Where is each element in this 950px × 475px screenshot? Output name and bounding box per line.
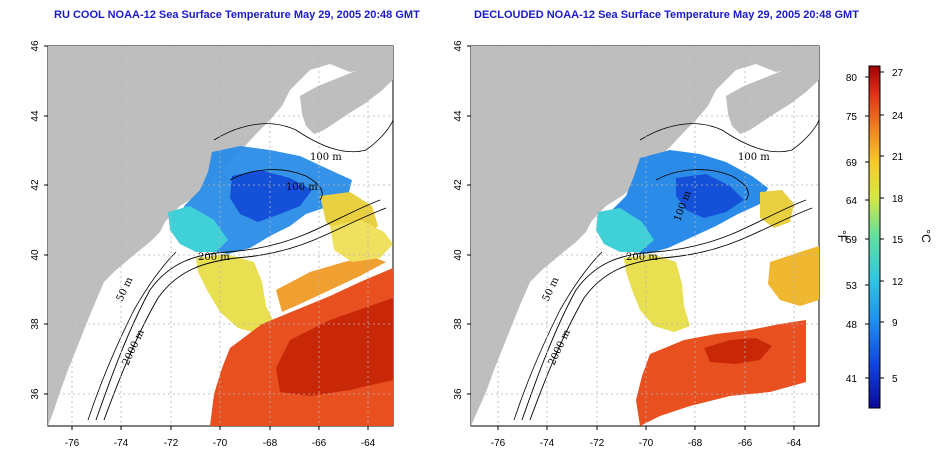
right-tick-marks bbox=[467, 45, 795, 430]
right-lon-tick-labels: -76 -74 -72 -70 -68 -66 -64 bbox=[491, 438, 802, 449]
left-lat-tick: 40 bbox=[30, 249, 41, 261]
left-contour-2000m bbox=[103, 207, 387, 421]
colorbar-tick-marks bbox=[865, 71, 884, 379]
colorbar-celsius-labels: 27 24 21 18 15 12 9 5 bbox=[892, 68, 904, 385]
right-contour-200m bbox=[521, 199, 807, 421]
left-lat-tick: 38 bbox=[30, 318, 41, 330]
left-lon-tick-labels: -76 -74 -72 -70 -68 -66 -64 bbox=[65, 438, 376, 449]
left-graticule bbox=[48, 46, 393, 426]
right-sst-gulf-core bbox=[704, 338, 772, 364]
celsius-unit-label: °C bbox=[919, 229, 933, 243]
left-land-mainland bbox=[48, 46, 393, 426]
colorbar-ramp bbox=[868, 65, 881, 409]
right-lat-tick: 44 bbox=[453, 110, 464, 122]
colorbar: 80 75 69 64 59 53 48 41 27 24 21 18 15 1… bbox=[835, 65, 933, 409]
left-land-nova-scotia bbox=[300, 58, 393, 134]
left-sst-mild-edge bbox=[168, 206, 228, 252]
right-map-title: DECLOUDED NOAA-12 Sea Surface Temperatur… bbox=[474, 9, 859, 21]
left-sst-east-yellow bbox=[330, 220, 393, 262]
left-lon-tick: -72 bbox=[164, 438, 179, 449]
right-lon-tick: -76 bbox=[491, 438, 506, 449]
left-contour-100m-a bbox=[213, 119, 393, 153]
right-lon-tick: -74 bbox=[540, 438, 555, 449]
right-contour-50m bbox=[513, 251, 603, 421]
right-label-200m: 200 m bbox=[626, 252, 658, 263]
right-label-100m-a: 100 m bbox=[738, 152, 770, 163]
left-contour-50m bbox=[87, 251, 177, 421]
fahrenheit-tick: 75 bbox=[846, 112, 858, 123]
celsius-tick: 21 bbox=[892, 152, 904, 163]
left-map-title: RU COOL NOAA-12 Sea Surface Temperature … bbox=[54, 9, 420, 21]
colorbar-fahrenheit-labels: 80 75 69 64 59 53 48 41 bbox=[846, 73, 858, 385]
right-land-nova-scotia bbox=[726, 58, 819, 134]
right-contour-100m-a bbox=[639, 119, 819, 153]
fahrenheit-unit-label: °F bbox=[835, 230, 849, 242]
right-map: 100 m 100 m 200 m 50 m 2000 m -76 -74 -7… bbox=[453, 40, 820, 449]
right-contour-100m-b bbox=[655, 169, 749, 201]
left-lat-tick-labels: 36 38 40 42 44 46 bbox=[30, 40, 41, 400]
celsius-tick: 5 bbox=[892, 374, 898, 385]
left-sst-cold-core bbox=[230, 170, 312, 222]
celsius-tick: 15 bbox=[892, 235, 904, 246]
right-sst-slope-yellow bbox=[624, 254, 690, 332]
left-map: 100 m 100 m 200 m 50 m 2000 m -76 -74 -7… bbox=[30, 40, 394, 449]
left-sst-slope-yellow bbox=[196, 254, 276, 334]
celsius-tick: 24 bbox=[892, 111, 904, 122]
right-lon-tick: -70 bbox=[639, 438, 654, 449]
right-contour-2000m bbox=[529, 207, 813, 421]
left-lat-tick: 42 bbox=[30, 179, 41, 191]
fahrenheit-tick: 69 bbox=[846, 158, 858, 169]
right-land-mainland bbox=[471, 46, 819, 426]
left-tick-marks bbox=[44, 45, 369, 430]
left-lat-tick: 44 bbox=[30, 110, 41, 122]
left-lon-tick: -76 bbox=[65, 438, 80, 449]
right-lat-tick: 38 bbox=[453, 318, 464, 330]
left-contour-200m bbox=[95, 199, 381, 421]
left-lat-tick: 46 bbox=[30, 40, 41, 52]
celsius-tick: 18 bbox=[892, 194, 904, 205]
left-sst-warm-band bbox=[276, 256, 386, 312]
left-lon-tick: -74 bbox=[114, 438, 129, 449]
right-lon-tick: -72 bbox=[590, 438, 605, 449]
fahrenheit-tick: 53 bbox=[846, 281, 858, 292]
left-lon-tick: -64 bbox=[361, 438, 376, 449]
right-graticule bbox=[471, 46, 819, 426]
right-lon-tick: -64 bbox=[787, 438, 802, 449]
right-lat-tick: 36 bbox=[453, 388, 464, 400]
fahrenheit-tick: 64 bbox=[846, 196, 858, 207]
right-lon-tick: -68 bbox=[688, 438, 703, 449]
fahrenheit-tick: 48 bbox=[846, 320, 858, 331]
right-sst-warm-ring bbox=[760, 190, 794, 228]
left-label-200m: 200 m bbox=[198, 252, 230, 263]
right-lat-tick: 42 bbox=[453, 179, 464, 191]
left-lon-tick: -70 bbox=[213, 438, 228, 449]
left-label-100m-a: 100 m bbox=[310, 152, 342, 163]
fahrenheit-tick: 59 bbox=[846, 235, 858, 246]
celsius-tick: 9 bbox=[892, 318, 898, 329]
right-lat-tick: 40 bbox=[453, 249, 464, 261]
left-lon-tick: -68 bbox=[263, 438, 278, 449]
left-contour-100m-b bbox=[229, 169, 323, 201]
left-lat-tick: 36 bbox=[30, 388, 41, 400]
fahrenheit-tick: 80 bbox=[846, 73, 858, 84]
celsius-tick: 27 bbox=[892, 68, 904, 79]
celsius-tick: 12 bbox=[892, 277, 904, 288]
right-lon-tick: -66 bbox=[738, 438, 753, 449]
left-sst-gulf-core bbox=[276, 298, 393, 396]
left-label-100m-b: 100 m bbox=[286, 182, 318, 193]
right-sst-mild-edge bbox=[596, 208, 654, 252]
right-sst-east-patches bbox=[768, 246, 819, 306]
left-lon-tick: -66 bbox=[312, 438, 327, 449]
fahrenheit-tick: 41 bbox=[846, 374, 858, 385]
right-lat-tick-labels: 36 38 40 42 44 46 bbox=[453, 40, 464, 400]
right-lat-tick: 46 bbox=[453, 40, 464, 52]
